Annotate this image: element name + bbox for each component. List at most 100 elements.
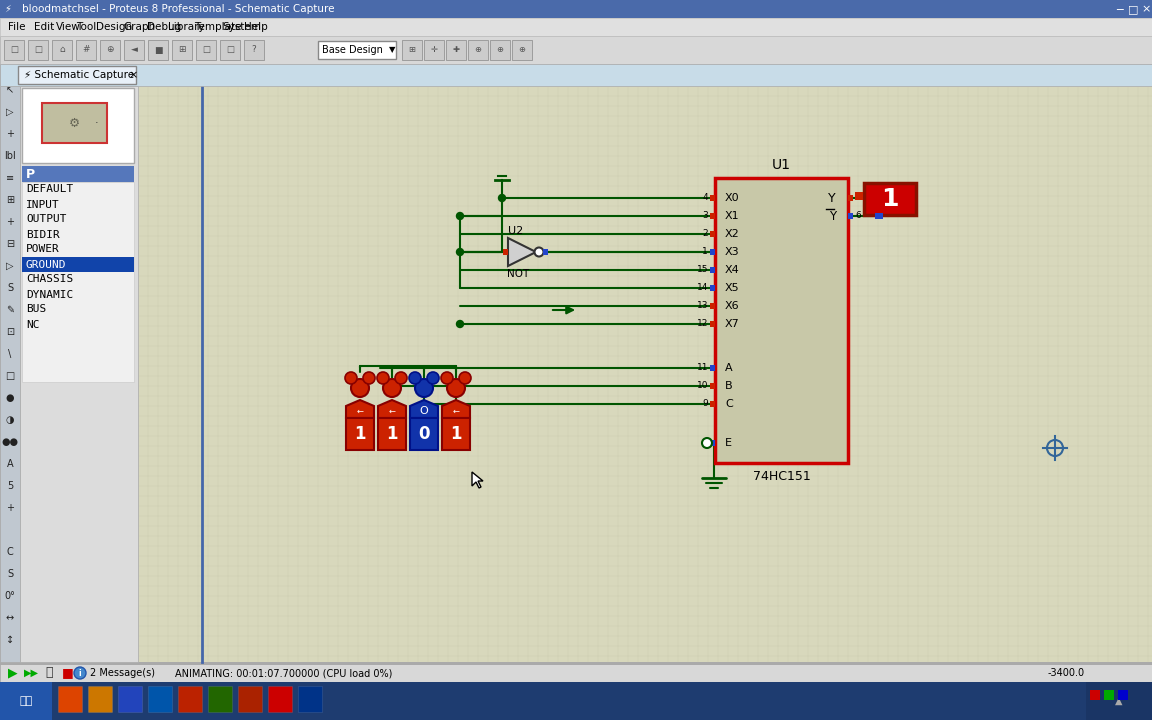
Text: O: O bbox=[419, 406, 429, 416]
Text: 5: 5 bbox=[855, 194, 861, 202]
FancyBboxPatch shape bbox=[378, 418, 406, 450]
Text: ▶▶: ▶▶ bbox=[24, 668, 39, 678]
Text: C: C bbox=[7, 547, 14, 557]
FancyBboxPatch shape bbox=[710, 267, 715, 273]
Text: ←: ← bbox=[388, 407, 395, 415]
FancyBboxPatch shape bbox=[147, 686, 172, 712]
Text: 74HC151: 74HC151 bbox=[752, 469, 810, 482]
Text: ■: ■ bbox=[153, 45, 162, 55]
Circle shape bbox=[382, 379, 401, 397]
Text: 15: 15 bbox=[697, 266, 708, 274]
Text: 1: 1 bbox=[450, 425, 462, 443]
Text: POWER: POWER bbox=[26, 245, 60, 254]
FancyBboxPatch shape bbox=[196, 40, 217, 60]
FancyBboxPatch shape bbox=[410, 418, 438, 450]
Circle shape bbox=[377, 372, 389, 384]
Text: X3: X3 bbox=[725, 247, 740, 257]
FancyBboxPatch shape bbox=[220, 40, 240, 60]
Text: □: □ bbox=[1128, 4, 1138, 14]
FancyBboxPatch shape bbox=[238, 686, 262, 712]
Circle shape bbox=[427, 372, 439, 384]
Text: ▷: ▷ bbox=[6, 107, 14, 117]
FancyBboxPatch shape bbox=[52, 40, 71, 60]
Text: U2: U2 bbox=[508, 226, 524, 236]
Text: #: # bbox=[82, 45, 90, 55]
FancyBboxPatch shape bbox=[503, 249, 508, 255]
Text: ←: ← bbox=[453, 407, 460, 415]
Text: 开始: 开始 bbox=[20, 696, 32, 706]
Text: Graph: Graph bbox=[123, 22, 156, 32]
FancyBboxPatch shape bbox=[76, 40, 96, 60]
Circle shape bbox=[458, 372, 471, 384]
Circle shape bbox=[363, 372, 376, 384]
Circle shape bbox=[702, 438, 712, 448]
Text: ⏸: ⏸ bbox=[45, 667, 53, 680]
Circle shape bbox=[456, 248, 463, 256]
Text: INPUT: INPUT bbox=[26, 199, 60, 210]
Text: ●: ● bbox=[6, 393, 14, 403]
FancyBboxPatch shape bbox=[20, 86, 138, 662]
Text: X1: X1 bbox=[725, 211, 740, 221]
FancyBboxPatch shape bbox=[0, 64, 1152, 86]
FancyBboxPatch shape bbox=[1090, 690, 1100, 700]
FancyBboxPatch shape bbox=[179, 686, 202, 712]
Text: S: S bbox=[7, 569, 13, 579]
Text: +: + bbox=[6, 129, 14, 139]
Polygon shape bbox=[508, 238, 536, 266]
Text: S: S bbox=[7, 283, 13, 293]
Text: 1: 1 bbox=[386, 425, 397, 443]
FancyBboxPatch shape bbox=[855, 192, 863, 200]
Text: 5: 5 bbox=[7, 481, 13, 491]
Text: ⊕: ⊕ bbox=[106, 45, 114, 55]
FancyBboxPatch shape bbox=[848, 195, 852, 201]
FancyBboxPatch shape bbox=[147, 40, 168, 60]
Text: GROUND: GROUND bbox=[26, 259, 67, 269]
Text: 0°: 0° bbox=[5, 591, 15, 601]
FancyBboxPatch shape bbox=[864, 183, 916, 215]
Text: ☐: ☐ bbox=[33, 45, 43, 55]
Text: ⊞: ⊞ bbox=[179, 45, 185, 55]
FancyBboxPatch shape bbox=[1117, 690, 1128, 700]
Text: +: + bbox=[6, 217, 14, 227]
Text: NOT: NOT bbox=[507, 269, 529, 279]
Text: X2: X2 bbox=[725, 229, 740, 239]
Text: \: \ bbox=[8, 349, 12, 359]
Text: ×: × bbox=[128, 70, 137, 80]
FancyBboxPatch shape bbox=[0, 682, 52, 720]
FancyBboxPatch shape bbox=[876, 213, 882, 219]
Text: 7: 7 bbox=[703, 438, 708, 448]
Text: 10: 10 bbox=[697, 382, 708, 390]
Text: ⊞: ⊞ bbox=[6, 195, 14, 205]
Text: Debug: Debug bbox=[147, 22, 181, 32]
Text: A: A bbox=[7, 459, 14, 469]
FancyBboxPatch shape bbox=[0, 86, 20, 662]
Circle shape bbox=[344, 372, 357, 384]
Text: ■: ■ bbox=[62, 667, 74, 680]
Text: ◄: ◄ bbox=[130, 45, 137, 55]
Text: NC: NC bbox=[26, 320, 39, 330]
Circle shape bbox=[535, 248, 544, 256]
FancyBboxPatch shape bbox=[710, 365, 715, 371]
Text: 4: 4 bbox=[703, 194, 708, 202]
Text: U1: U1 bbox=[772, 158, 791, 172]
Circle shape bbox=[441, 372, 453, 384]
FancyBboxPatch shape bbox=[0, 682, 1152, 720]
Text: E: E bbox=[725, 438, 732, 448]
FancyBboxPatch shape bbox=[41, 103, 107, 143]
Text: ☐: ☐ bbox=[202, 45, 210, 55]
FancyBboxPatch shape bbox=[710, 401, 715, 407]
Text: 2: 2 bbox=[703, 230, 708, 238]
Text: BIDIR: BIDIR bbox=[26, 230, 60, 240]
Text: Help: Help bbox=[244, 22, 267, 32]
Text: Template: Template bbox=[194, 22, 242, 32]
FancyBboxPatch shape bbox=[58, 686, 82, 712]
Text: ✛: ✛ bbox=[431, 45, 438, 55]
Text: +: + bbox=[6, 503, 14, 513]
Text: ⊕: ⊕ bbox=[518, 45, 525, 55]
FancyBboxPatch shape bbox=[511, 40, 532, 60]
FancyBboxPatch shape bbox=[244, 40, 264, 60]
Text: A: A bbox=[725, 363, 733, 373]
FancyBboxPatch shape bbox=[710, 285, 715, 291]
Text: X6: X6 bbox=[725, 301, 740, 311]
FancyBboxPatch shape bbox=[3, 40, 24, 60]
